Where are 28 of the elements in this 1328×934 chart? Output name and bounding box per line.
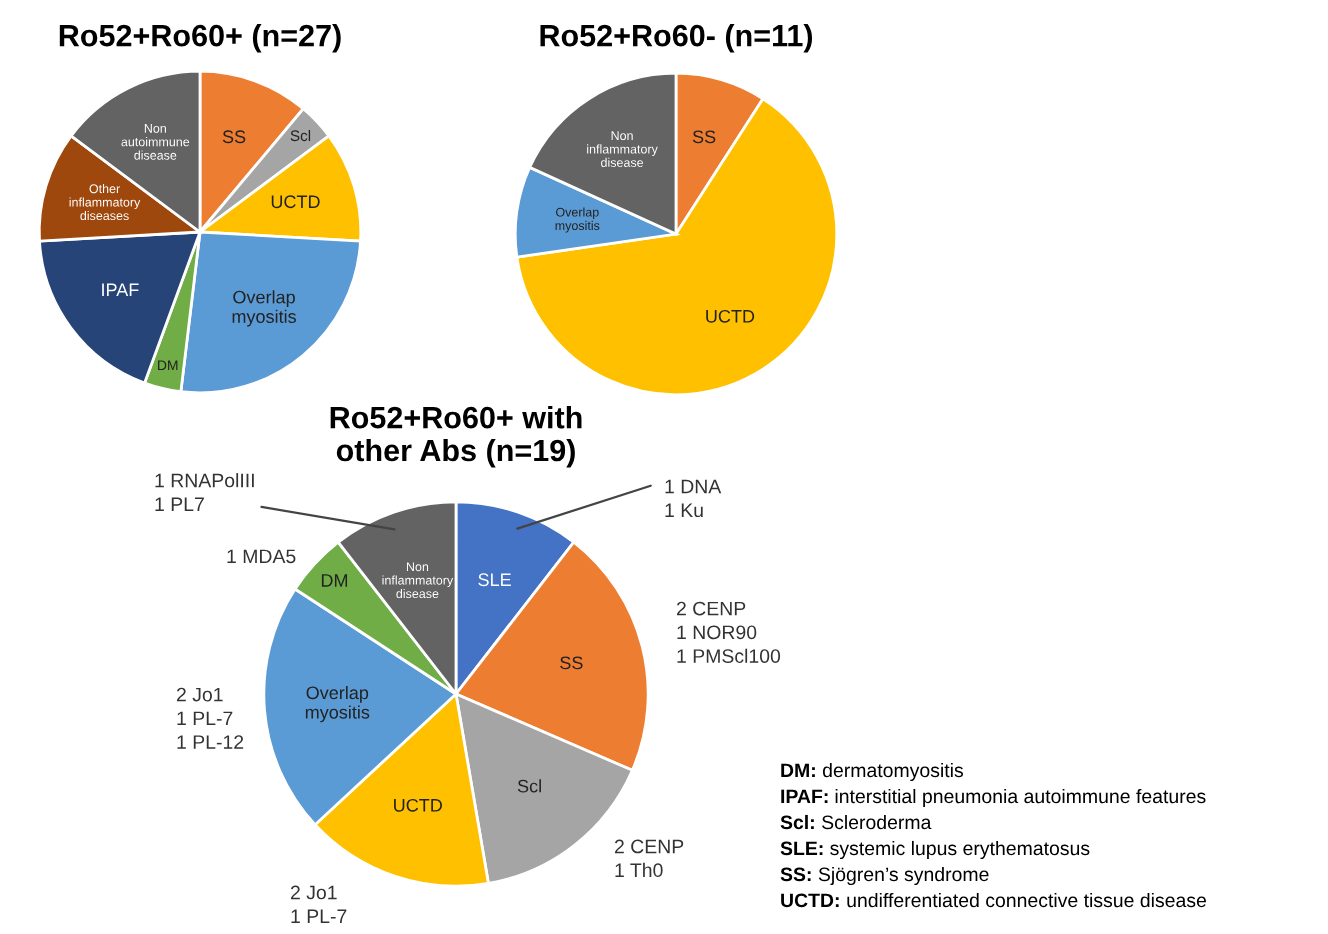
text: 1 RNAPolIII 1 PL7 [155, 473, 254, 511]
slice-label: UCTD [394, 798, 442, 812]
slice-label: SS [222, 130, 246, 144]
slice-label: SLE [478, 573, 511, 587]
chart-title: Ro52+Ro60+ with other Abs (n=19) [330, 406, 582, 468]
slice-label: DM [321, 574, 348, 587]
slice-label: UCTD [706, 309, 755, 323]
slice-label: Overlap myositis [305, 685, 370, 723]
text: DM: dermatomyositis [781, 762, 963, 782]
slice-label: SS [692, 130, 716, 144]
slice-label: Scl [517, 779, 541, 793]
slice-label: SS [560, 656, 583, 670]
slice-label: Overlap myositis [232, 290, 296, 327]
chart-title: Ro52+Ro60- (n=11) [540, 24, 813, 53]
text: IPAF: interstitial pneumonia autoimmune features [781, 788, 1206, 808]
text: 2 Jo1 1 PL-7 1 PL-12 [176, 687, 244, 749]
chart-title: Ro52+Ro60+ (n=27) [59, 24, 341, 53]
text: SS: Sjögren’s syndrome [780, 866, 989, 886]
text: 2 Jo1 1 PL-7 [290, 885, 347, 923]
slice-label: UCTD [271, 195, 320, 209]
text: Scl: Scleroderma [780, 814, 932, 830]
text: UCTD: undifferentiated connective tissue disease [781, 892, 1206, 908]
text: 1 MDA5 [227, 549, 296, 564]
text: 2 CENP 1 Th0 [614, 839, 684, 878]
slice-label: IPAF [102, 283, 139, 297]
text: SLE: systemic lupus erythematosus [780, 840, 1090, 860]
text: 2 CENP 1 NOR90 1 PMScl100 [676, 601, 781, 663]
text: 1 DNA 1 Ku [665, 479, 722, 518]
